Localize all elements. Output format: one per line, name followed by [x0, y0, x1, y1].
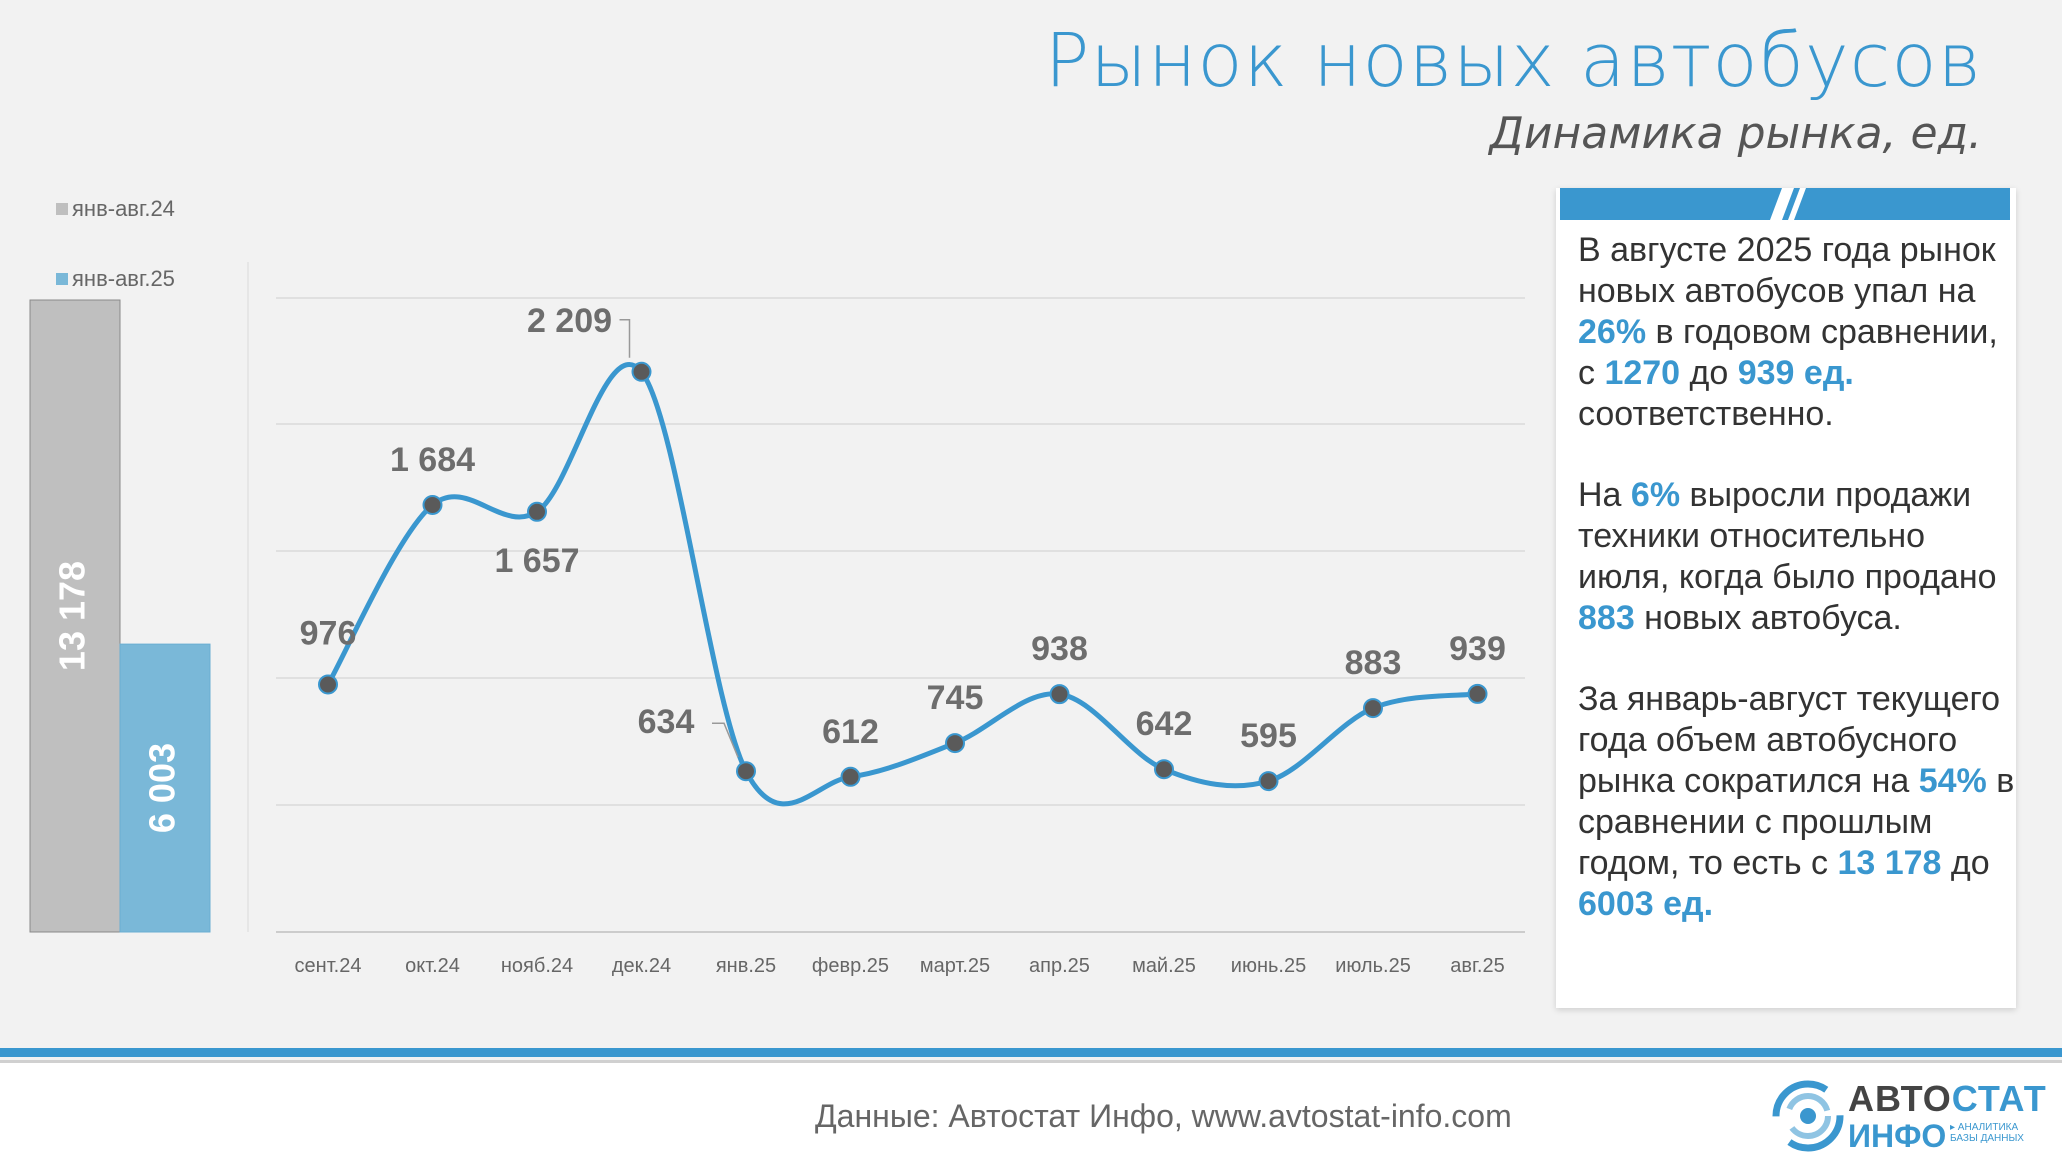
bar-0 — [29, 299, 121, 933]
highlight-value: 939 ед. — [1737, 354, 1854, 392]
x-tick-label: февр.25 — [812, 955, 889, 977]
logo-text-top: АВТОСТАТ — [1848, 1078, 2047, 1119]
page-subtitle: Динамика рынка, ед. — [1489, 108, 1982, 159]
data-point — [527, 501, 547, 522]
info-text-run: За январь-август текущего года объем авт… — [1578, 680, 2001, 800]
data-label: 1 657 — [494, 542, 579, 580]
data-point — [1049, 684, 1070, 705]
info-paragraph-1: В августе 2025 года рынок новых автобусо… — [1578, 230, 2018, 435]
data-point — [1363, 698, 1383, 719]
data-point — [1258, 771, 1279, 792]
legend-item-2024: янв-авг.24 — [56, 196, 175, 222]
logo-text-bottom: ИНФО — [1848, 1118, 1947, 1154]
x-tick-label: окт.24 — [405, 955, 460, 977]
info-text-run: соответственно. — [1578, 395, 1834, 433]
info-box — [1556, 188, 2016, 1008]
x-tick-label: авг.25 — [1450, 955, 1504, 977]
x-tick-label: сент.24 — [295, 955, 362, 977]
page-title: Рынок новых автобусов — [1044, 18, 1982, 104]
data-point — [1154, 759, 1174, 780]
highlight-value: 13 178 — [1837, 844, 1942, 882]
footer-divider-shadow — [0, 1060, 2062, 1063]
data-point — [631, 361, 652, 382]
highlight-value: 26% — [1578, 313, 1647, 351]
info-text-run: до — [1680, 354, 1738, 392]
bar-value-label: 13 178 — [52, 561, 93, 671]
data-label: 883 — [1345, 644, 1402, 682]
info-text: В августе 2025 года рынок новых автобусо… — [1578, 230, 2018, 965]
x-tick-label: июль.25 — [1335, 955, 1411, 977]
data-label: 2 209 — [527, 302, 612, 340]
highlight-value: 54% — [1918, 762, 1987, 800]
x-tick-label: март.25 — [920, 955, 990, 977]
x-tick-label: июнь.25 — [1231, 955, 1306, 977]
highlight-value: 1270 — [1604, 354, 1681, 392]
x-tick-label: май.25 — [1132, 955, 1196, 977]
logo-swirl-icon — [1772, 1080, 1844, 1152]
info-text-run: На — [1578, 476, 1631, 514]
info-text-run: в сравнении с прошлым годом, то есть с — [1578, 762, 2015, 882]
legend-swatch — [56, 203, 68, 215]
data-point — [840, 766, 861, 787]
market-chart: 13 178 6 003 сент.24 окт.24 нояб.24 дек.24 янв… — [29, 262, 1525, 977]
footer — [0, 1063, 2062, 1166]
data-label: 1 684 — [390, 441, 475, 479]
data-label: 595 — [1240, 717, 1297, 755]
leader-line — [619, 319, 631, 358]
avtostat-logo: АВТОСТАТ ИНФО ▸ АНАЛИТИКА БАЗЫ ДАННЫХ — [1770, 1076, 2046, 1156]
highlight-value: 6003 ед. — [1578, 885, 1714, 923]
x-tick-label: янв.25 — [716, 955, 776, 977]
data-point — [1467, 683, 1488, 704]
data-point — [945, 733, 965, 754]
highlight-value: 6% — [1630, 476, 1681, 514]
x-tick-label: нояб.24 — [501, 955, 573, 977]
bar-1 — [119, 643, 211, 933]
source-note: Данные: Автостат Инфо, www.avtostat-info… — [815, 1098, 1512, 1134]
info-text-run: в годовом сравнении, с — [1578, 313, 1998, 392]
data-label: 939 — [1449, 630, 1506, 668]
info-paragraph-2: На 6% выросли продажи техники относитель… — [1578, 475, 2018, 639]
info-paragraph-3: За январь-август текущего года объем авт… — [1578, 679, 2018, 925]
footer-divider — [0, 1048, 2062, 1057]
legend-swatch — [56, 273, 68, 285]
legend-label: янв-авг.24 — [72, 196, 175, 221]
info-text-run: выросли продажи техники относительно июл… — [1578, 476, 1997, 596]
data-point — [422, 494, 443, 515]
bar-value-label: 6 003 — [142, 743, 183, 833]
data-label: 634 — [638, 703, 695, 741]
info-text-run: до — [1941, 844, 1990, 882]
x-tick-label: апр.25 — [1029, 955, 1090, 977]
data-point — [736, 761, 756, 782]
leader-line — [712, 722, 739, 758]
legend-label: янв-авг.25 — [72, 266, 175, 291]
data-label: 642 — [1136, 705, 1193, 743]
series-line — [325, 362, 1478, 807]
x-tick-label: дек.24 — [612, 955, 671, 977]
logo-tagline: ▸ АНАЛИТИКА БАЗЫ ДАННЫХ — [1950, 1122, 2024, 1144]
legend-item-2025: янв-авг.25 — [56, 266, 175, 292]
highlight-value: 883 — [1578, 599, 1635, 637]
info-text-run: новых автобуса. — [1634, 599, 1902, 637]
data-point — [318, 674, 338, 695]
info-box-header — [1560, 188, 2010, 220]
data-label: 976 — [300, 614, 357, 652]
data-label: 612 — [822, 713, 879, 751]
info-text-run: В августе 2025 года рынок новых автобусо… — [1578, 231, 1996, 310]
header-slash-icon — [1770, 188, 1806, 220]
data-label: 938 — [1031, 630, 1088, 668]
data-label: 745 — [927, 679, 984, 717]
